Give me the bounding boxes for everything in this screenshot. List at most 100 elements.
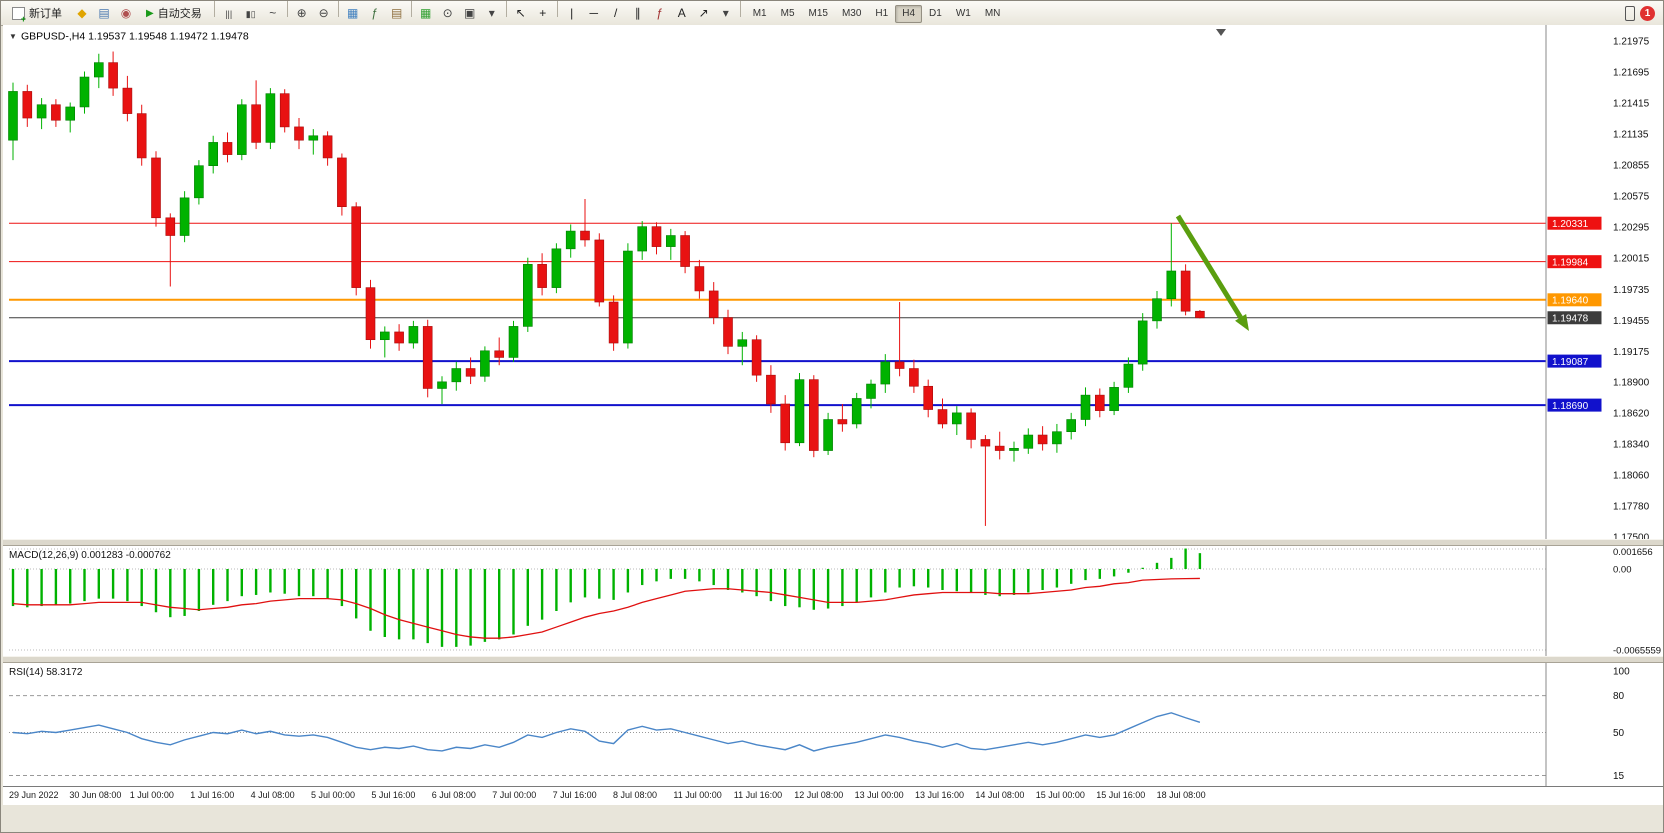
svg-text:-0.0065559: -0.0065559 [1613, 645, 1661, 656]
timeframe-d1-button[interactable]: D1 [922, 5, 949, 23]
panel-separator[interactable] [3, 656, 1663, 663]
channel-icon[interactable]: ∥ [634, 6, 641, 21]
snapshot-icon[interactable]: ▣ [464, 6, 476, 21]
new-chart-icon[interactable]: ▦ [420, 6, 432, 21]
rsi-panel-canvas[interactable]: 100 80 50 15 RSI(14) 58.3172 [3, 663, 1663, 786]
svg-text:▼: ▼ [9, 32, 17, 41]
svg-text:1.21975: 1.21975 [1613, 37, 1650, 48]
timeframe-m30-button[interactable]: M30 [835, 5, 868, 23]
crosshair-icon[interactable]: + [539, 6, 547, 21]
chart-line-icon[interactable]: ~ [269, 6, 277, 21]
profiles-icon[interactable]: ⊙ [442, 6, 453, 21]
timeframe-h4-button[interactable]: H4 [895, 4, 923, 23]
time-axis-label: 8 Jul 08:00 [613, 790, 658, 800]
time-axis-label: 30 Jun 08:00 [69, 790, 122, 800]
tile-windows-icon[interactable]: ▦ [347, 6, 359, 21]
navigator-icon[interactable]: ◉ [120, 6, 132, 20]
new-order-button[interactable]: 新订单 [5, 4, 69, 24]
svg-text:RSI(14) 58.3172: RSI(14) 58.3172 [9, 667, 83, 678]
mobile-app-icon[interactable] [1625, 5, 1635, 21]
chart-window: 1.21975 1.21695 1.21415 1.21135 1.20855 1.205… [3, 25, 1663, 805]
arrows-icon[interactable]: ↗ [698, 6, 709, 21]
trendline-icon[interactable]: / [614, 6, 618, 21]
svg-text:1.17500: 1.17500 [1613, 533, 1650, 540]
toolbar: 新订单 ◆▤◉ ▶ 自动交易 |||▮▯~⊕⊖▦ƒ▤▦⊙▣▾↖+|─/∥ƒA↗▾… [1, 1, 1663, 26]
svg-text:1.19735: 1.19735 [1613, 285, 1650, 296]
shapes-dropdown-icon[interactable]: ▾ [722, 6, 729, 21]
time-axis-label: 13 Jul 16:00 [915, 790, 965, 800]
time-axis-label: 4 Jul 08:00 [250, 790, 295, 800]
autotrading-label: 自动交易 [157, 8, 202, 20]
time-axis-label: 11 Jul 00:00 [673, 790, 722, 800]
timeframe-mn-button[interactable]: MN [978, 5, 1008, 23]
timeframe-h1-button[interactable]: H1 [868, 5, 895, 23]
svg-text:1.21695: 1.21695 [1613, 68, 1650, 79]
toolbar-separator [739, 1, 741, 18]
market-watch-icon[interactable]: ◆ [77, 6, 87, 20]
cursor-icon[interactable]: ↖ [515, 6, 526, 21]
macd-panel-canvas[interactable]: 0.001656 0.00 -0.0065559 MACD(12,26,9) 0.00… [3, 546, 1663, 656]
rsi-levels [9, 695, 1546, 777]
svg-text:1.19455: 1.19455 [1613, 316, 1650, 327]
toolbar-separator [213, 1, 215, 18]
timeframe-m15-button[interactable]: M15 [802, 5, 835, 23]
timeframe-m1-button[interactable]: M1 [746, 5, 774, 23]
toolbar-separator [337, 1, 339, 18]
macd-signal-line [12, 577, 1200, 639]
text-label-icon[interactable]: A [677, 6, 686, 21]
notification-badge[interactable]: 1 [1640, 5, 1655, 21]
time-axis-label: 6 Jul 08:00 [431, 790, 476, 800]
toolbar-separator [286, 1, 288, 18]
svg-text:80: 80 [1613, 691, 1625, 702]
time-axis-label: 18 Jul 08:00 [1156, 790, 1206, 800]
arrange-windows-icon[interactable]: ▤ [391, 6, 403, 21]
svg-text:1.18900: 1.18900 [1613, 377, 1650, 388]
toolbar-separator [505, 1, 507, 18]
svg-text:50: 50 [1613, 728, 1625, 739]
play-icon: ▶ [146, 7, 154, 19]
main-chart-canvas[interactable]: 1.21975 1.21695 1.21415 1.21135 1.20855 1.205… [3, 25, 1663, 539]
toolbar-separator [410, 1, 412, 18]
trend-arrow [1175, 214, 1249, 331]
chart-bars-icon[interactable]: ||| [225, 9, 233, 20]
panel-separator[interactable] [3, 539, 1663, 546]
autotrading-button[interactable]: ▶ 自动交易 [139, 4, 209, 23]
time-axis-label: 7 Jul 16:00 [552, 790, 597, 800]
rsi-label: RSI(14) 58.3172 [9, 667, 83, 678]
zoom-in-icon[interactable]: ⊕ [296, 6, 307, 21]
svg-text:1.18620: 1.18620 [1613, 408, 1650, 419]
svg-text:1.18340: 1.18340 [1613, 439, 1650, 450]
vline-icon[interactable]: | [570, 6, 574, 21]
svg-text:1.20015: 1.20015 [1613, 254, 1650, 265]
time-axis-label: 11 Jul 16:00 [733, 790, 783, 800]
time-axis-label: 12 Jul 08:00 [794, 790, 844, 800]
svg-text:100: 100 [1613, 667, 1630, 678]
new-order-icon [12, 6, 26, 24]
fibonacci-icon[interactable]: ƒ [656, 6, 664, 21]
zoom-out-icon[interactable]: ⊖ [318, 6, 329, 21]
timeframe-m5-button[interactable]: M5 [774, 5, 802, 23]
time-axis-label: 29 Jun 2022 [9, 790, 59, 800]
time-axis-label: 5 Jul 00:00 [311, 790, 356, 800]
price-axis: 1.21975 1.21695 1.21415 1.21135 1.20855 1.205… [1545, 25, 1650, 540]
symbol-quote-label: ▼ GBPUSD-,H4 1.19537 1.19548 1.19472 1.19… [9, 31, 249, 43]
macd-histogram [11, 548, 1202, 647]
macd-grid [9, 548, 1546, 651]
toolbar-separator [556, 1, 558, 18]
svg-text:1.21135: 1.21135 [1613, 130, 1649, 141]
time-axis-label: 1 Jul 16:00 [190, 790, 235, 800]
time-axis-label: 7 Jul 00:00 [492, 790, 537, 800]
timeframe-w1-button[interactable]: W1 [949, 5, 978, 23]
macd-axis: 0.001656 0.00 -0.0065559 [1545, 546, 1661, 656]
time-axis: 29 Jun 2022 30 Jun 08:00 1 Jul 00:00 1 Jul … [3, 786, 1663, 805]
indicators-list-icon[interactable]: ƒ [371, 6, 379, 21]
time-axis-label: 13 Jul 00:00 [854, 790, 904, 800]
hline-icon[interactable]: ─ [589, 6, 598, 21]
data-window-icon[interactable]: ▤ [98, 6, 110, 20]
chart-candles-icon[interactable]: ▮▯ [245, 9, 256, 20]
svg-text:1.19984: 1.19984 [1552, 257, 1589, 268]
svg-text:GBPUSD-,H4 1.19537 1.19548 1.: GBPUSD-,H4 1.19537 1.19548 1.19472 1.194… [21, 31, 249, 43]
svg-text:1.18060: 1.18060 [1613, 470, 1650, 481]
chart-dropdown-icon[interactable]: ▾ [488, 6, 495, 21]
svg-text:1.17780: 1.17780 [1613, 501, 1650, 512]
